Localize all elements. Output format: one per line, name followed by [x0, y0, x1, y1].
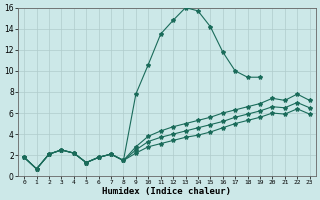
X-axis label: Humidex (Indice chaleur): Humidex (Indice chaleur) [102, 187, 231, 196]
